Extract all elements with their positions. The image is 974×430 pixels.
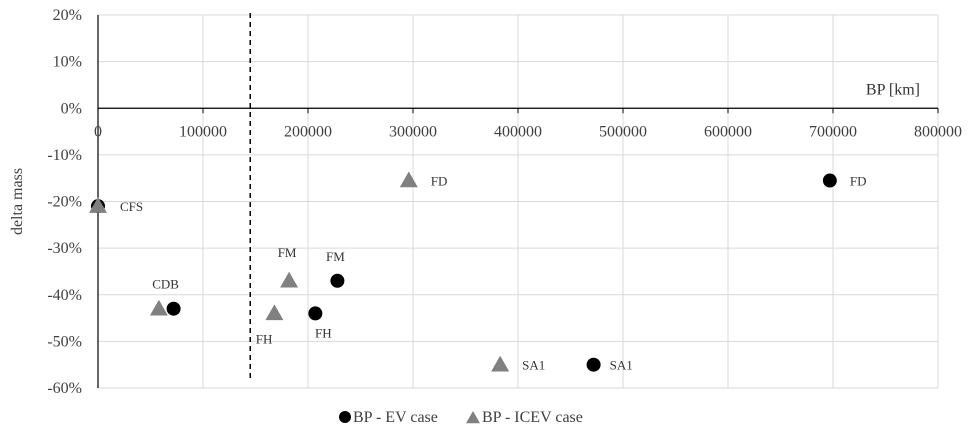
y-tick-label: -40%	[47, 287, 82, 304]
icev-point	[491, 355, 510, 372]
legend-label-ev: BP - EV case	[353, 409, 438, 426]
legend-marker-ev	[339, 411, 351, 423]
ev-point-label: FM	[326, 249, 345, 264]
icev-point-label: FH	[256, 331, 273, 346]
y-tick-label: 0%	[61, 100, 82, 117]
x-tick-label: 100000	[179, 123, 227, 140]
icev-point-label: SA1	[522, 358, 545, 373]
ev-point	[822, 173, 837, 188]
ev-point-label: FH	[315, 325, 332, 340]
x-tick-label: 200000	[284, 123, 332, 140]
icev-point	[149, 299, 168, 316]
ev-point	[166, 301, 181, 316]
y-tick-label: -60%	[47, 380, 82, 397]
y-tick-label: -20%	[47, 194, 82, 211]
icev-point-label: FM	[278, 245, 297, 260]
y-tick-label: 10%	[53, 54, 82, 71]
data-points	[89, 171, 837, 372]
legend-label-icev: BP - ICEV case	[482, 409, 583, 426]
tick-labels: 20% 10% 0% -10% -20% -30% -40% -50% -60% 0 100000 2…	[47, 7, 962, 397]
legend-marker-icev	[466, 411, 480, 424]
x-tick-label: 700000	[809, 123, 857, 140]
icev-point-label: FD	[431, 174, 448, 189]
icev-point	[89, 197, 107, 213]
ev-point	[586, 357, 601, 372]
legend: BP - EV case BP - ICEV case	[339, 409, 583, 426]
y-axis-label: delta mass	[9, 168, 26, 235]
ev-point-label: FD	[850, 174, 867, 189]
point-labels: CFS CDB FH FM FD SA1 FH FM FD SA1	[120, 174, 866, 373]
y-tick-label: -30%	[47, 240, 82, 257]
x-axis-label: BP [km]	[866, 81, 920, 98]
ev-point	[330, 273, 345, 288]
x-tick-label: 600000	[704, 123, 752, 140]
icev-point	[399, 171, 418, 188]
icev-point	[280, 271, 299, 288]
x-tick-label: 500000	[599, 123, 647, 140]
x-tick-label: 800000	[914, 123, 962, 140]
icev-point	[265, 304, 284, 321]
ev-point-label: CDB	[152, 277, 179, 292]
y-tick-label: -10%	[47, 147, 82, 164]
y-tick-label: -50%	[47, 333, 82, 350]
x-tick-label: 300000	[389, 123, 437, 140]
x-tick-label: 400000	[494, 123, 542, 140]
ev-point-label: SA1	[610, 358, 633, 373]
x-tick-label: 0	[94, 123, 102, 140]
ev-point-label: CFS	[120, 199, 143, 214]
gridlines	[97, 14, 939, 389]
ev-point	[308, 306, 323, 321]
y-tick-label: 20%	[53, 7, 82, 24]
